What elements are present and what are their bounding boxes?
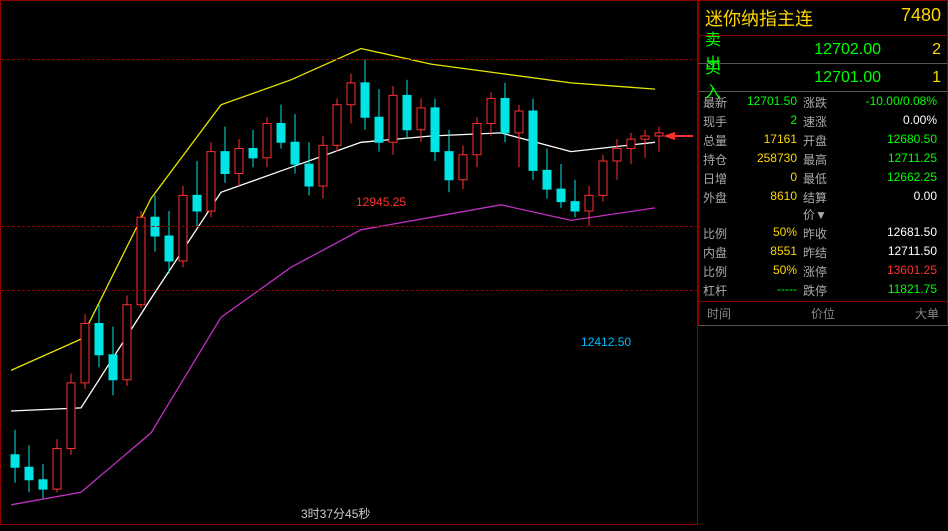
buy-qty: 1 <box>891 69 941 87</box>
info-key: 外盘 <box>703 189 738 223</box>
quote-panel: 迷你纳指主连 7480 卖出 12702.00 2 买入 12701.00 1 … <box>698 0 948 525</box>
tick-header: 时间 价位 大单 <box>698 302 948 326</box>
info-key: 结算价▼ <box>803 189 838 223</box>
info-val: 8551 <box>738 244 803 261</box>
info-val: 258730 <box>738 151 803 168</box>
info-val: 2 <box>738 113 803 130</box>
buy-price: 12701.00 <box>735 69 891 87</box>
info-key: 比例 <box>703 225 738 242</box>
info-val: 50% <box>738 263 803 280</box>
info-val: 12701.50 <box>738 94 803 111</box>
info-key: 比例 <box>703 263 738 280</box>
info-val: 12680.50 <box>838 132 943 149</box>
ref-line <box>2 59 698 60</box>
info-key: 杠杆 <box>703 282 738 299</box>
candlestick-chart <box>1 1 699 526</box>
info-val: 12662.25 <box>838 170 943 187</box>
info-key: 昨收 <box>803 225 838 242</box>
info-key: 最新 <box>703 94 738 111</box>
info-key: 最低 <box>803 170 838 187</box>
sell-row[interactable]: 卖出 12702.00 2 <box>698 36 948 64</box>
info-val: 12711.50 <box>838 244 943 261</box>
info-val: 0 <box>738 170 803 187</box>
info-key: 现手 <box>703 113 738 130</box>
buy-row[interactable]: 买入 12701.00 1 <box>698 64 948 92</box>
info-key: 开盘 <box>803 132 838 149</box>
info-key: 内盘 <box>703 244 738 261</box>
info-key: 昨结 <box>803 244 838 261</box>
info-key: 持仓 <box>703 151 738 168</box>
ref-line <box>2 226 698 227</box>
tick-time-header: 时间 <box>707 305 731 322</box>
tick-price-header: 价位 <box>811 305 835 322</box>
info-val: 8610 <box>738 189 803 223</box>
chart-area[interactable]: 12945.25 12412.50 3时37分45秒 <box>0 0 698 525</box>
ref-line <box>2 290 698 291</box>
info-val: 17161 <box>738 132 803 149</box>
tick-vol-header: 大单 <box>915 305 939 322</box>
sell-price: 12702.00 <box>735 41 891 59</box>
quote-info-grid: 最新12701.50涨跌-10.00/0.08% 现手2速涨0.00% 总量1716… <box>698 92 948 302</box>
info-val: 0.00 <box>838 189 943 223</box>
countdown-timer: 3时37分45秒 <box>301 505 370 522</box>
info-key: 涨停 <box>803 263 838 280</box>
instrument-title[interactable]: 迷你纳指主连 7480 <box>698 0 948 36</box>
info-val: -10.00/0.08% <box>838 94 943 111</box>
info-key: 跌停 <box>803 282 838 299</box>
info-key: 最高 <box>803 151 838 168</box>
info-val: 0.00% <box>838 113 943 130</box>
sell-qty: 2 <box>891 41 941 59</box>
info-val: ----- <box>738 282 803 299</box>
info-key: 涨跌 <box>803 94 838 111</box>
info-val: 50% <box>738 225 803 242</box>
instrument-code: 7480 <box>901 5 941 31</box>
info-val: 12681.50 <box>838 225 943 242</box>
info-key: 总量 <box>703 132 738 149</box>
info-key: 速涨 <box>803 113 838 130</box>
info-val: 11821.75 <box>838 282 943 299</box>
info-val: 13601.25 <box>838 263 943 280</box>
info-key: 日增 <box>703 170 738 187</box>
info-val: 12711.25 <box>838 151 943 168</box>
